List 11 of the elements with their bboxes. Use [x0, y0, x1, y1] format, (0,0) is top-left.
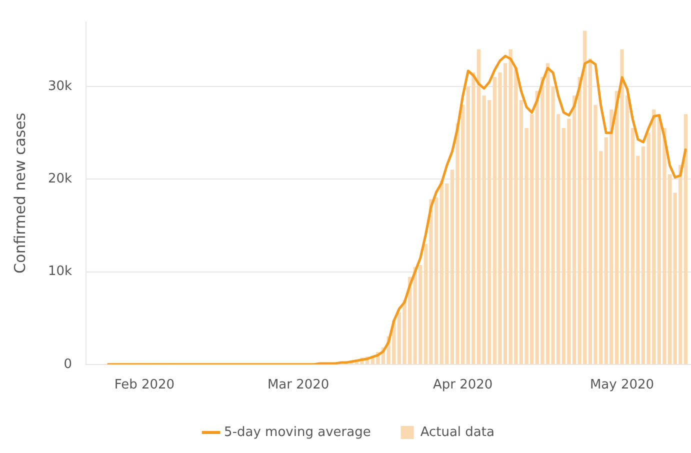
legend-label: Actual data	[420, 424, 494, 440]
x-tick-label: May 2020	[590, 378, 654, 393]
y-tick-label: 10k	[48, 264, 73, 280]
x-tick-label: Apr 2020	[432, 378, 493, 393]
x-tick-label: Mar 2020	[267, 378, 330, 393]
y-tick-label: 20k	[48, 172, 73, 187]
y-tick-label: 30k	[48, 78, 73, 94]
legend-label: 5-day moving average	[224, 424, 371, 440]
x-tick-label: Feb 2020	[114, 378, 175, 393]
y-tick-label: 0	[64, 356, 72, 372]
y-axis-title: Confirmed new cases	[10, 112, 29, 274]
